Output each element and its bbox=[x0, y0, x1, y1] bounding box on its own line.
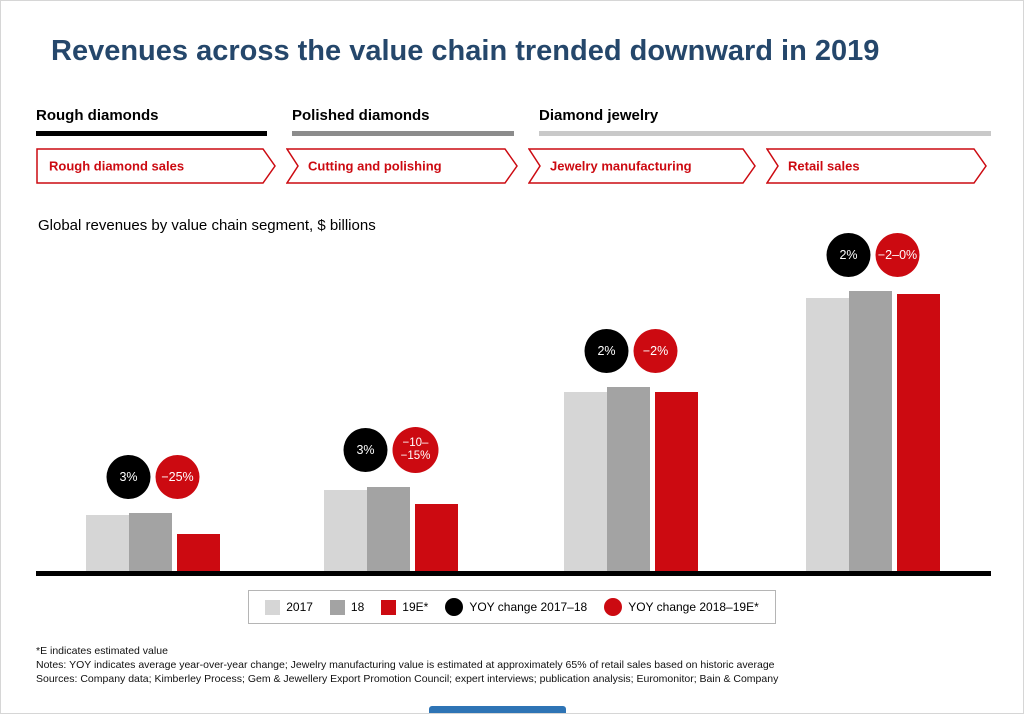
yoy-badges-group-3: 2% −2% bbox=[584, 329, 678, 373]
bottom-accent-bar bbox=[429, 706, 566, 713]
chevron-arrow-shape bbox=[528, 148, 756, 184]
yoy-2018-19-badge: −25% bbox=[155, 455, 200, 499]
legend-wrap: 2017 18 19E* YOY change 2017–18 YOY change 2… bbox=[1, 590, 1023, 624]
legend-swatch-square bbox=[265, 599, 281, 615]
legend-label: 19E* bbox=[402, 600, 429, 614]
bar-2017-group-1 bbox=[86, 515, 129, 571]
legend-swatch-circle bbox=[604, 598, 623, 616]
chain-step-4: Retail sales bbox=[766, 148, 988, 184]
chart-title: Global revenues by value chain segment, … bbox=[38, 217, 376, 234]
bar-19E-group-4 bbox=[897, 294, 940, 571]
chain-step-1: Rough diamond sales bbox=[36, 148, 277, 184]
chain-step-label: Rough diamond sales bbox=[49, 158, 185, 174]
page-title: Revenues across the value chain trended … bbox=[51, 35, 880, 67]
bar-group-3: 2% −2% bbox=[564, 329, 698, 571]
segment-header-rough-diamonds: Rough diamonds bbox=[36, 107, 267, 136]
legend-label: 2017 bbox=[286, 600, 313, 614]
legend-label: YOY change 2018–19E* bbox=[628, 600, 759, 614]
chevron-arrow-shape bbox=[36, 148, 276, 184]
legend-item: YOY change 2017–18 bbox=[445, 598, 587, 616]
footnote-notes: Notes: YOY indicates average year-over-y… bbox=[36, 659, 775, 672]
yoy-2017-18-badge: 2% bbox=[826, 233, 871, 277]
chain-step-label: Retail sales bbox=[788, 158, 860, 174]
chain-step-2: Cutting and polishing bbox=[286, 148, 519, 184]
bar-18-group-1 bbox=[129, 513, 172, 571]
chain-step-label: Jewelry manufacturing bbox=[550, 158, 692, 174]
legend-label: YOY change 2017–18 bbox=[469, 600, 588, 614]
segment-header-polished-diamonds: Polished diamonds bbox=[292, 107, 514, 136]
yoy-2017-18-badge: 3% bbox=[106, 455, 151, 499]
yoy-2017-18-badge: 3% bbox=[343, 428, 388, 472]
segment-headers: Rough diamonds Polished diamonds Diamond… bbox=[36, 107, 991, 136]
bar-group-1: 3% −25% bbox=[86, 455, 220, 571]
value-chain-arrows: Rough diamond sales Cutting and polishing… bbox=[36, 148, 988, 184]
legend-swatch-square bbox=[381, 599, 397, 615]
bar-19E-group-3 bbox=[655, 392, 698, 571]
yoy-badges-group-1: 3% −25% bbox=[106, 455, 200, 499]
bar-chart: 3% −25% 3% −10– −15% 2% −2% 2% −2–0% bbox=[36, 233, 991, 576]
footnote-sources: Sources: Company data; Kimberley Process… bbox=[36, 673, 779, 686]
bar-group-4: 2% −2–0% bbox=[806, 233, 940, 571]
yoy-badges-group-2: 3% −10– −15% bbox=[343, 427, 439, 473]
bar-18-group-2 bbox=[367, 487, 410, 571]
legend-swatch-square bbox=[329, 599, 345, 615]
legend-item: 19E* bbox=[381, 599, 429, 615]
footnote-estimate: *E indicates estimated value bbox=[36, 645, 168, 657]
bar-19E-group-1 bbox=[177, 534, 220, 571]
chain-step-label: Cutting and polishing bbox=[308, 158, 442, 174]
legend: 2017 18 19E* YOY change 2017–18 YOY change 2… bbox=[248, 590, 776, 624]
bar-19E-group-2 bbox=[415, 504, 458, 571]
yoy-2017-18-badge: 2% bbox=[584, 329, 629, 373]
chevron-arrow-shape bbox=[286, 148, 518, 184]
chain-step-3: Jewelry manufacturing bbox=[528, 148, 757, 184]
bar-18-group-4 bbox=[849, 291, 892, 571]
chevron-arrow-shape bbox=[766, 148, 987, 184]
legend-label: 18 bbox=[350, 600, 365, 614]
bar-2017-group-4 bbox=[806, 298, 849, 571]
bar-2017-group-3 bbox=[564, 392, 607, 571]
legend-item: 18 bbox=[329, 599, 365, 615]
yoy-badges-group-4: 2% −2–0% bbox=[826, 233, 920, 277]
legend-item: 2017 bbox=[265, 599, 313, 615]
bar-group-2: 3% −10– −15% bbox=[324, 427, 458, 571]
legend-item: YOY change 2018–19E* bbox=[604, 598, 759, 616]
yoy-2018-19-badge: −2–0% bbox=[875, 233, 920, 277]
legend-swatch-circle bbox=[445, 598, 464, 616]
segment-header-diamond-jewelry: Diamond jewelry bbox=[539, 107, 991, 136]
footnotes: *E indicates estimated value Notes: YOY … bbox=[36, 644, 1003, 687]
yoy-2018-19-badge: −10– −15% bbox=[392, 427, 439, 473]
bar-2017-group-2 bbox=[324, 490, 367, 571]
yoy-2018-19-badge: −2% bbox=[633, 329, 678, 373]
bar-18-group-3 bbox=[607, 387, 650, 571]
